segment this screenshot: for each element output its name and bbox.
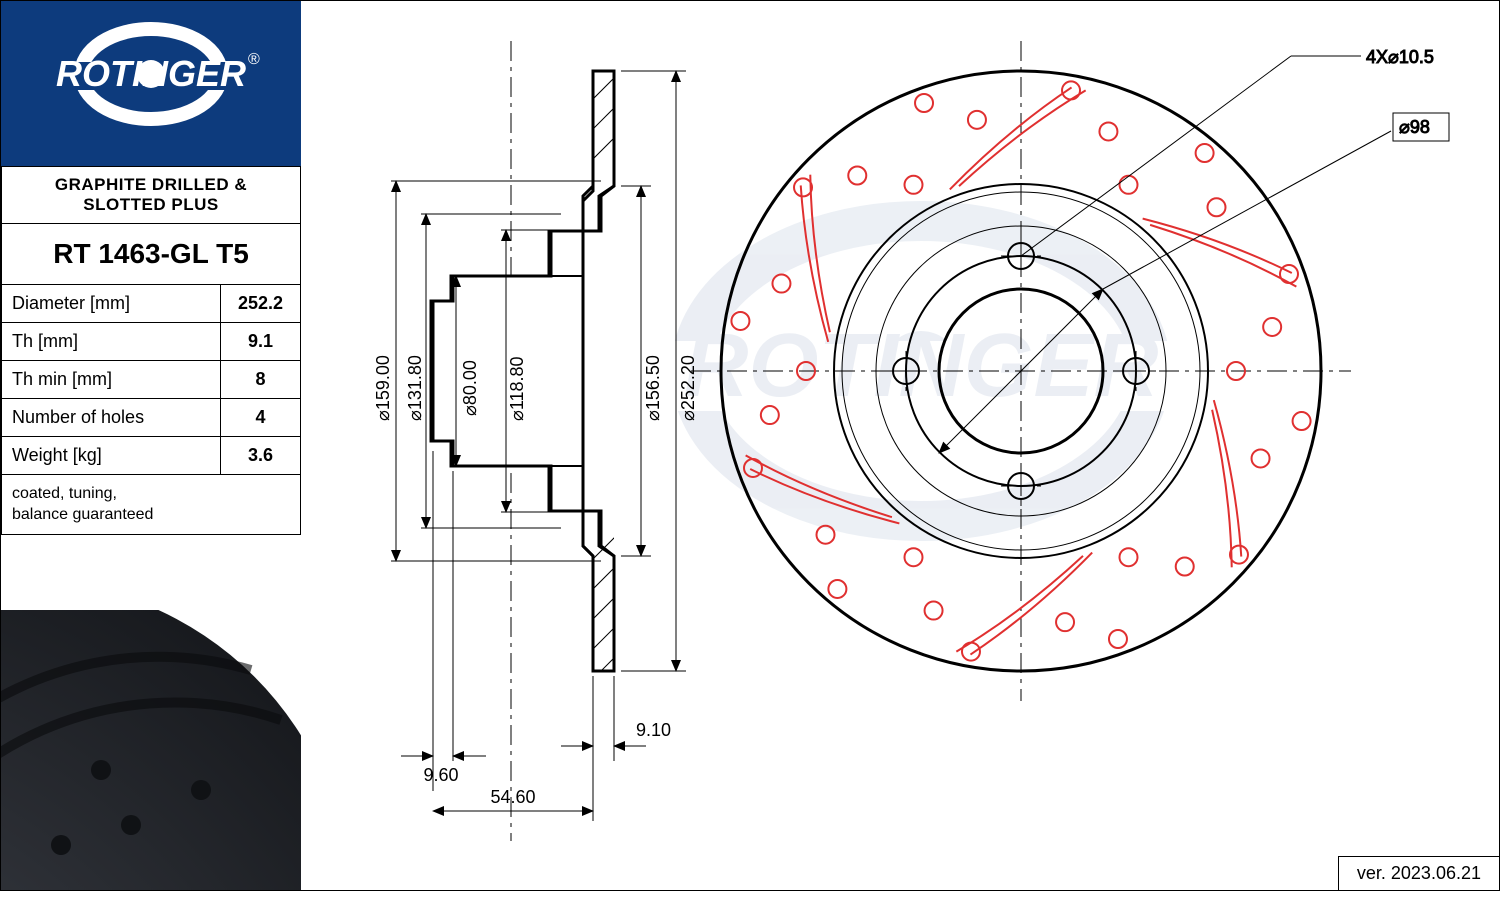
svg-text:54.60: 54.60 [490,787,535,807]
spec-value: 252.2 [221,285,301,323]
svg-text:9.60: 9.60 [423,765,458,785]
svg-text:⌀98: ⌀98 [1399,117,1430,137]
svg-text:⌀159.00: ⌀159.00 [373,355,393,421]
svg-text:⌀131.80: ⌀131.80 [405,355,425,421]
svg-text:⌀156.50: ⌀156.50 [643,355,663,421]
spec-notes: coated, tuning, balance guaranteed [2,475,301,535]
spec-table: GRAPHITE DRILLED & SLOTTED PLUS RT 1463-… [1,166,301,535]
svg-text:ROTINGER: ROTINGER [56,53,246,94]
spec-value: 4 [221,399,301,437]
spec-label: Number of holes [2,399,221,437]
svg-text:⌀252.20: ⌀252.20 [678,355,698,421]
product-photo [1,610,301,890]
svg-text:®: ® [248,51,260,68]
svg-text:⌀80.00: ⌀80.00 [460,360,480,416]
spec-label: Diameter [mm] [2,285,221,323]
svg-text:4X⌀10.5: 4X⌀10.5 [1366,47,1434,67]
brand-logo: ROTINGER ® [1,1,301,166]
spec-label: Weight [kg] [2,437,221,475]
spec-value: 3.6 [221,437,301,475]
technical-drawing: ROTINGER [301,1,1499,890]
spec-value: 9.1 [221,323,301,361]
spec-value: 8 [221,361,301,399]
svg-text:ROTINGER: ROTINGER [683,316,1158,416]
spec-label: Th [mm] [2,323,221,361]
svg-text:⌀118.80: ⌀118.80 [507,356,527,421]
version-label: ver. 2023.06.21 [1338,856,1499,890]
product-subtitle: GRAPHITE DRILLED & SLOTTED PLUS [2,167,301,224]
svg-text:9.10: 9.10 [636,720,671,740]
part-number: RT 1463-GL T5 [2,224,301,285]
spec-label: Th min [mm] [2,361,221,399]
